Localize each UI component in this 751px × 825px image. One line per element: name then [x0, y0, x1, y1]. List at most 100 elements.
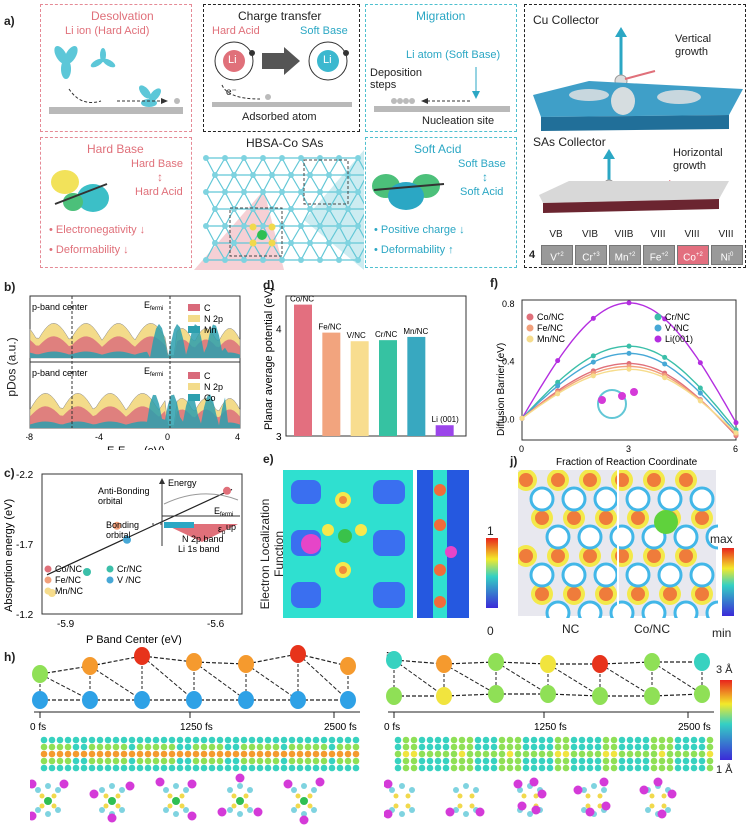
nitrogen-atom	[167, 793, 173, 799]
element-cell-V: V+2	[541, 245, 573, 265]
density-dot	[152, 736, 160, 744]
density-dot	[626, 757, 634, 765]
nitrogen-atom	[39, 793, 45, 799]
density-dot	[232, 764, 240, 772]
series-point-V /NC	[662, 361, 668, 367]
carbon-atom	[203, 155, 209, 161]
density-dot	[522, 750, 530, 758]
li-atom-top	[32, 665, 48, 683]
density-dot	[208, 750, 216, 758]
element-symbol: Mn	[614, 252, 629, 264]
density-dot	[120, 743, 128, 751]
carbon-atom	[222, 189, 228, 195]
li-atom	[601, 801, 611, 811]
panel-label-d: d)	[263, 278, 275, 292]
density-dot	[248, 757, 256, 765]
hard-base-pair-bottom: Hard Acid	[135, 186, 183, 198]
li-atom-bottom	[436, 687, 452, 705]
li-atom-top	[540, 655, 556, 673]
density-dot	[402, 743, 410, 751]
density-dot	[256, 757, 264, 765]
soft-base-label: Soft Base	[300, 25, 348, 37]
density-dot	[562, 736, 570, 744]
li-atom-bottom	[488, 685, 504, 703]
density-dot	[192, 757, 200, 765]
series-point-V /NC	[697, 390, 703, 396]
lattice-bond	[328, 157, 340, 176]
density-dot	[538, 764, 546, 772]
density-dot	[336, 757, 344, 765]
carbon-atom	[326, 172, 332, 178]
lattice-bond	[300, 191, 311, 210]
li-atom	[667, 789, 677, 799]
density-dot	[48, 757, 56, 765]
lattice-bond	[309, 208, 321, 227]
carbon-atom	[453, 787, 459, 793]
trajectory-link	[393, 659, 445, 697]
trajectory-link	[245, 663, 299, 701]
j-right-label: Co/NC	[634, 622, 671, 636]
li-atom-top	[592, 655, 608, 673]
legend-label: V /NC	[665, 323, 690, 333]
density-void	[593, 562, 619, 588]
density-dot	[554, 757, 562, 765]
series-point-Li(001)	[590, 315, 596, 321]
density-dot	[96, 750, 104, 758]
li-atom	[89, 789, 99, 799]
density-dot	[602, 750, 610, 758]
hard-base-title: Hard Base	[87, 142, 144, 156]
density-dot	[706, 764, 714, 772]
md-scale-top: 3 Å	[716, 664, 733, 676]
lattice-bond	[281, 242, 292, 261]
carbon-atom	[109, 783, 115, 789]
carbon-atom	[288, 172, 294, 178]
data-point-Fe/NC	[113, 521, 121, 530]
density-dot	[506, 743, 514, 751]
density-dot	[136, 750, 144, 758]
carbon-atom	[203, 223, 209, 229]
migration-title: Migration	[416, 9, 466, 23]
legend-label: Mn/NC	[537, 334, 566, 344]
lattice-bond	[262, 157, 273, 176]
density-dot	[522, 764, 530, 772]
x-tick-label: 0	[519, 444, 524, 454]
carbon-atom	[183, 787, 189, 793]
trajectory-link	[245, 653, 299, 665]
density-dot	[586, 743, 594, 751]
density-dot	[256, 743, 264, 751]
legend-label: Mn/NC	[55, 586, 84, 596]
density-dot	[88, 750, 96, 758]
absorption-scatter-chart: -1.2 -1.7 -2.2 -5.9 -5.6 P Band Center (eV) Ab…	[3, 470, 243, 645]
density-dot	[320, 764, 328, 772]
legend-label: Fe/NC	[55, 575, 82, 585]
density-dot	[458, 764, 466, 772]
lattice-bond	[319, 208, 330, 227]
density-dot	[56, 743, 64, 751]
carbon-atom	[288, 240, 294, 246]
density-dot	[546, 764, 554, 772]
cu-collector-illustration	[533, 27, 743, 131]
density-dot	[72, 764, 80, 772]
bar-label: Li (001)	[432, 415, 459, 424]
metal-atom	[44, 797, 52, 805]
efermi-label: Efermi	[144, 300, 163, 312]
carbon-atom	[463, 783, 469, 789]
carbon-atom	[119, 787, 125, 793]
j-colorbar	[722, 548, 734, 616]
nitrogen-atom	[533, 793, 539, 799]
lattice-bond	[309, 174, 321, 193]
lattice-bond	[328, 225, 340, 244]
carbon-atom	[237, 811, 243, 817]
legend-label: Co/NC	[537, 312, 565, 322]
elf-colorbar	[486, 538, 498, 608]
li-atom-bottom	[644, 687, 660, 705]
nitrogen-atom	[457, 793, 463, 799]
carbon-atom	[212, 240, 218, 246]
density-dot	[410, 764, 418, 772]
carbon-atom	[298, 155, 304, 161]
element-cell-Fe: Fe+2	[643, 245, 675, 265]
density-dot	[216, 750, 224, 758]
inset-li-band	[164, 524, 238, 542]
periodic-row: 4 VB V+2 VIB Cr+3 VIIB Mn+2 VIII Fe+2 VIII Co+2 VII…	[529, 227, 743, 267]
li-atom-top	[694, 653, 710, 671]
